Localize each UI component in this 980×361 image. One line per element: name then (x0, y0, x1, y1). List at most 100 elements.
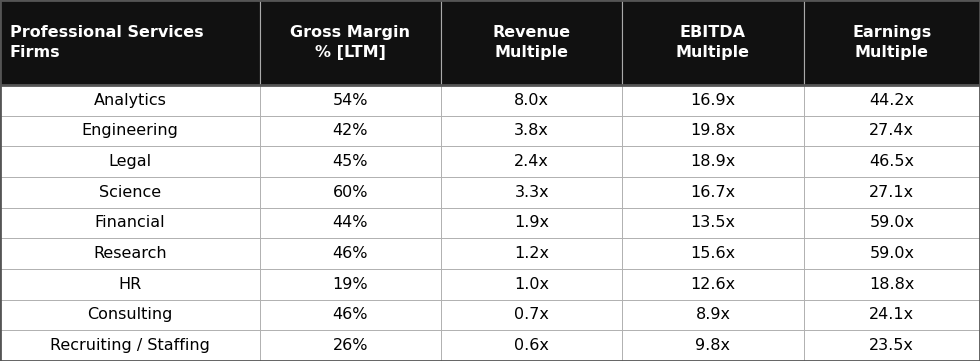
Bar (622, 269, 804, 300)
Text: 15.6x: 15.6x (690, 246, 736, 261)
Bar (622, 0, 804, 85)
Text: 1.2x: 1.2x (514, 246, 549, 261)
Text: 9.8x: 9.8x (696, 338, 730, 353)
Bar (260, 116, 441, 146)
Text: 3.3x: 3.3x (514, 185, 549, 200)
Text: Consulting: Consulting (87, 308, 172, 322)
Bar (804, 0, 980, 85)
Bar (804, 208, 980, 238)
Text: 16.9x: 16.9x (690, 93, 736, 108)
Text: Earnings
Multiple: Earnings Multiple (853, 25, 931, 60)
Bar (0, 269, 260, 300)
Bar (804, 85, 980, 116)
Text: 18.8x: 18.8x (869, 277, 914, 292)
Text: 23.5x: 23.5x (869, 338, 914, 353)
Text: Financial: Financial (94, 216, 166, 230)
Bar (622, 300, 804, 330)
Text: 46%: 46% (332, 308, 368, 322)
Bar (441, 208, 622, 238)
Bar (260, 146, 441, 177)
Text: 18.9x: 18.9x (690, 154, 736, 169)
Bar (260, 330, 441, 361)
Bar (0, 330, 260, 361)
Text: 60%: 60% (332, 185, 368, 200)
Text: 26%: 26% (332, 338, 368, 353)
Bar (622, 330, 804, 361)
Bar (441, 300, 622, 330)
Text: 12.6x: 12.6x (690, 277, 736, 292)
Text: 46.5x: 46.5x (869, 154, 914, 169)
Text: 42%: 42% (332, 123, 368, 138)
Bar (804, 300, 980, 330)
Bar (441, 269, 622, 300)
Bar (804, 146, 980, 177)
Bar (441, 330, 622, 361)
Bar (622, 177, 804, 208)
Bar (260, 0, 441, 85)
Bar (441, 177, 622, 208)
Bar (0, 208, 260, 238)
Bar (0, 0, 260, 85)
Bar (804, 238, 980, 269)
Text: Research: Research (93, 246, 167, 261)
Text: 8.9x: 8.9x (696, 308, 730, 322)
Bar (260, 177, 441, 208)
Text: 8.0x: 8.0x (514, 93, 549, 108)
Text: 3.8x: 3.8x (514, 123, 549, 138)
Text: 16.7x: 16.7x (690, 185, 736, 200)
Text: 27.1x: 27.1x (869, 185, 914, 200)
Bar (260, 269, 441, 300)
Text: Analytics: Analytics (93, 93, 167, 108)
Text: 19%: 19% (332, 277, 368, 292)
Text: 54%: 54% (332, 93, 368, 108)
Text: 45%: 45% (332, 154, 368, 169)
Text: 1.9x: 1.9x (514, 216, 549, 230)
Text: 44.2x: 44.2x (869, 93, 914, 108)
Bar (622, 208, 804, 238)
Text: 0.7x: 0.7x (514, 308, 549, 322)
Bar (441, 238, 622, 269)
Text: 46%: 46% (332, 246, 368, 261)
Bar (622, 85, 804, 116)
Bar (804, 269, 980, 300)
Bar (441, 116, 622, 146)
Bar (804, 330, 980, 361)
Text: 59.0x: 59.0x (869, 246, 914, 261)
Bar (260, 300, 441, 330)
Bar (622, 116, 804, 146)
Bar (260, 208, 441, 238)
Bar (441, 85, 622, 116)
Text: HR: HR (119, 277, 141, 292)
Text: 2.4x: 2.4x (514, 154, 549, 169)
Bar (804, 116, 980, 146)
Text: Gross Margin
% [LTM]: Gross Margin % [LTM] (290, 25, 411, 60)
Text: 44%: 44% (332, 216, 368, 230)
Bar (0, 116, 260, 146)
Bar (0, 238, 260, 269)
Text: 24.1x: 24.1x (869, 308, 914, 322)
Bar (0, 146, 260, 177)
Bar (0, 177, 260, 208)
Text: 27.4x: 27.4x (869, 123, 914, 138)
Text: 13.5x: 13.5x (691, 216, 735, 230)
Text: 59.0x: 59.0x (869, 216, 914, 230)
Text: 0.6x: 0.6x (514, 338, 549, 353)
Bar (0, 300, 260, 330)
Text: EBITDA
Multiple: EBITDA Multiple (676, 25, 750, 60)
Bar (441, 0, 622, 85)
Text: Professional Services
Firms: Professional Services Firms (10, 25, 204, 60)
Bar (804, 177, 980, 208)
Text: Revenue
Multiple: Revenue Multiple (493, 25, 570, 60)
Text: 1.0x: 1.0x (514, 277, 549, 292)
Bar (260, 238, 441, 269)
Bar (622, 146, 804, 177)
Text: Science: Science (99, 185, 161, 200)
Text: Legal: Legal (108, 154, 152, 169)
Bar (0, 85, 260, 116)
Text: Recruiting / Staffing: Recruiting / Staffing (50, 338, 210, 353)
Text: Engineering: Engineering (81, 123, 178, 138)
Bar (441, 146, 622, 177)
Text: 19.8x: 19.8x (690, 123, 736, 138)
Bar (260, 85, 441, 116)
Bar (622, 238, 804, 269)
